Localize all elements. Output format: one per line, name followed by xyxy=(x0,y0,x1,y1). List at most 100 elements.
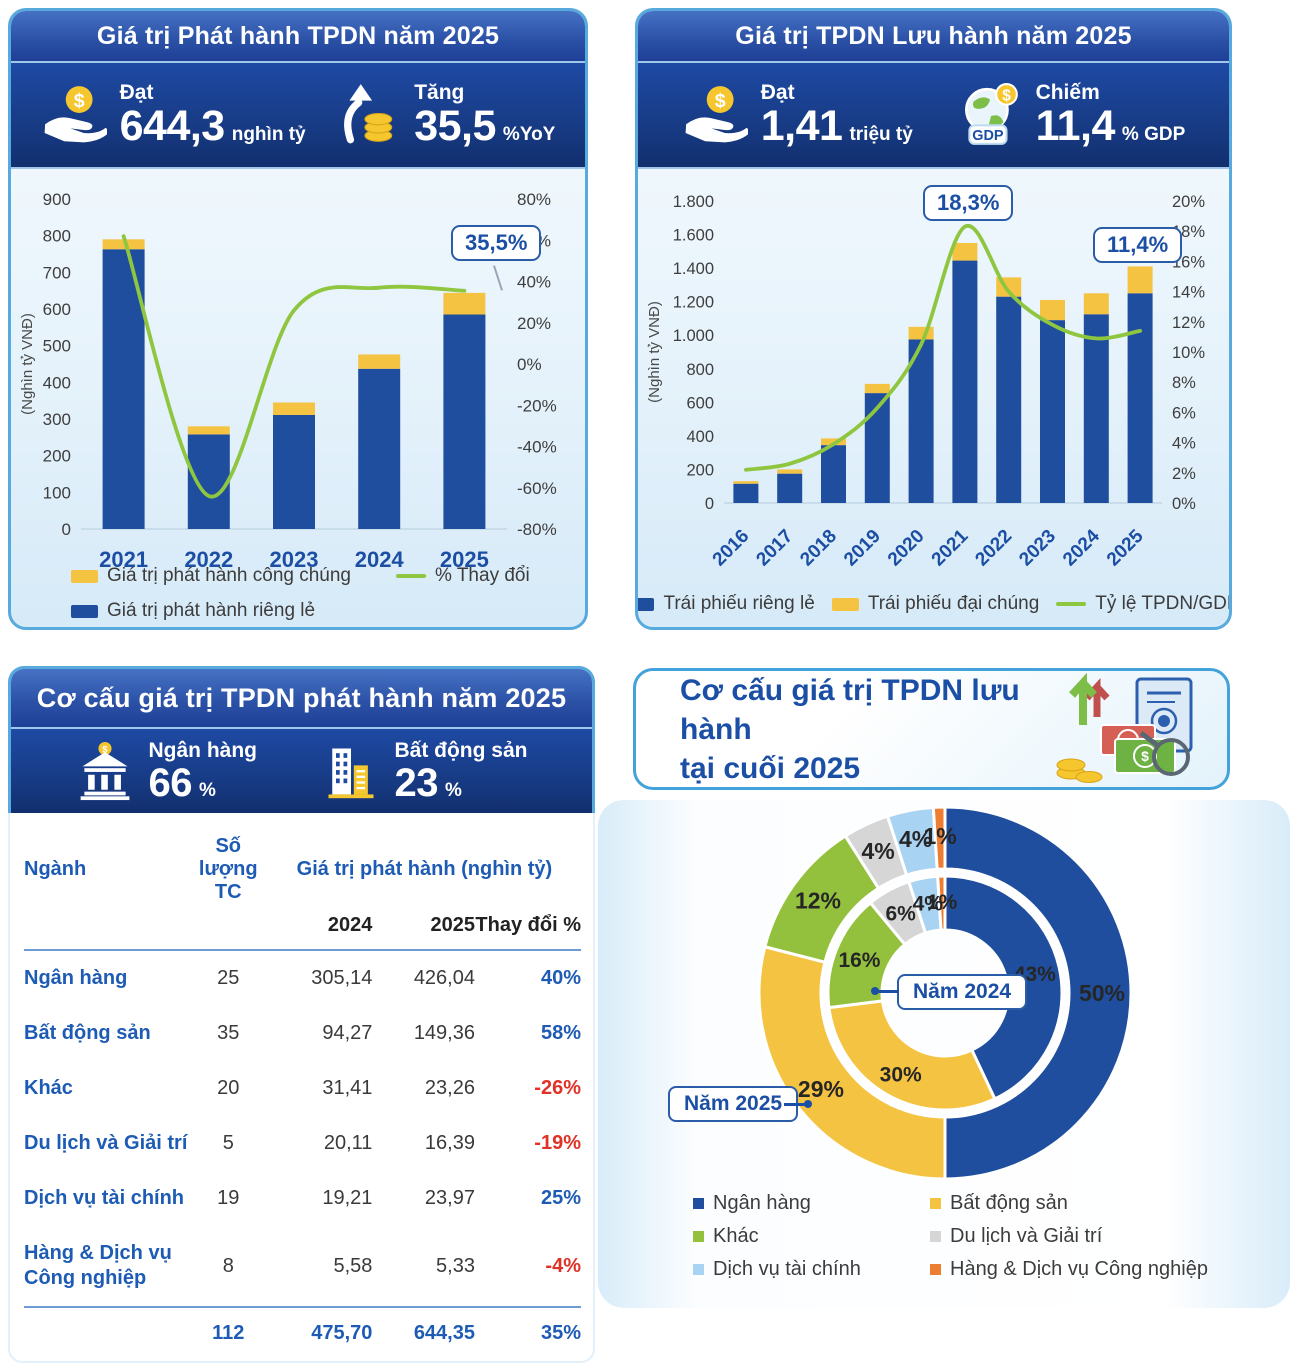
legend-item: Dịch vụ tài chính xyxy=(693,1258,930,1281)
hand-coin-icon: $ xyxy=(41,82,111,148)
svg-text:0: 0 xyxy=(62,520,71,539)
svg-text:0%: 0% xyxy=(1172,495,1196,513)
slice-label: 16% xyxy=(838,949,880,972)
svg-text:1.200: 1.200 xyxy=(673,294,714,312)
panel-issuance: Giá trị Phát hành TPDN năm 2025 $ Đạt 64… xyxy=(8,8,588,630)
value-2024: 94,27 xyxy=(322,1022,373,1044)
category-label: 2017 xyxy=(752,526,797,571)
category-label: 2020 xyxy=(884,526,929,571)
panel-issuance-stats: $ Đạt 644,3 nghìn tỷ Tăng xyxy=(11,63,585,169)
sector-name: Khác xyxy=(24,1077,73,1099)
value-2024: 19,21 xyxy=(322,1187,373,1209)
svg-text:500: 500 xyxy=(43,337,71,356)
panel-outstanding: Giá trị TPDN Lưu hành năm 2025 $ Đạt 1,4… xyxy=(635,8,1232,630)
total-2024: 475,70 xyxy=(267,1306,373,1357)
change-percent: 40% xyxy=(540,967,581,989)
hand-coin-icon: $ xyxy=(682,82,752,148)
category-label: 2025 xyxy=(1103,525,1148,570)
value-2025: 16,39 xyxy=(424,1132,475,1154)
callout-nam-2024: Năm 2024 xyxy=(897,974,1028,1010)
change-percent: -4% xyxy=(545,1254,581,1277)
category-label: 2022 xyxy=(184,547,233,572)
svg-text:0%: 0% xyxy=(517,355,542,374)
stat-value: 644,3 nghìn tỷ xyxy=(119,102,306,151)
slice-label: 30% xyxy=(880,1064,922,1087)
svg-text:10%: 10% xyxy=(1172,344,1205,362)
category-label: 2023 xyxy=(270,547,319,572)
legend-swatch xyxy=(71,569,98,583)
globe-gdp-icon: $ GDP xyxy=(957,82,1023,148)
donut-chart: 50%29%12%4% 4%1%43%30%16%6%4%1% xyxy=(757,805,1133,1181)
legend-item: Hàng & Dịch vụ Công nghiệp xyxy=(930,1258,1208,1281)
svg-text:700: 700 xyxy=(43,263,71,282)
issuance-combo-chart: 900800700600500400300200100080%60%40%20%… xyxy=(19,190,557,572)
sector-name: Ngân hàng xyxy=(24,967,128,989)
callout-gdp-2025: 11,4% xyxy=(1093,227,1183,263)
sector-name: Bất động sản xyxy=(24,1022,151,1044)
col-header-group: Giá trị phát hành (nghìn tỷ) xyxy=(296,858,553,880)
legend-swatch xyxy=(71,604,98,618)
panel-structure-title: Cơ cấu giá trị TPDN phát hành năm 2025 xyxy=(11,669,592,729)
category-label: 2016 xyxy=(709,526,754,571)
outstanding-chart-area: 1.800 1.600 1.400 1.200 1.000 800 600 400 200 0 20… xyxy=(638,169,1229,627)
legend-square xyxy=(693,1264,704,1275)
category-label: 2023 xyxy=(1015,526,1060,571)
svg-text:14%: 14% xyxy=(1172,284,1205,302)
svg-text:600: 600 xyxy=(686,394,714,412)
stat-ngan-hang: $ Ngân hàng 66% xyxy=(75,739,257,804)
money-documents-icon: $ xyxy=(1049,672,1209,785)
change-percent: -19% xyxy=(534,1132,581,1154)
svg-text:1.800: 1.800 xyxy=(673,193,714,211)
bars xyxy=(733,242,1153,503)
svg-text:-40%: -40% xyxy=(517,438,557,457)
structure-header: Cơ cấu giá trị TPDN phát hành năm 2025 $ xyxy=(8,666,595,813)
svg-text:100: 100 xyxy=(43,483,71,502)
callout-nam-2025: Năm 2025 xyxy=(668,1086,799,1122)
ring-Năm 2025: 50%29%12%4% 4%1% xyxy=(757,805,1133,1181)
panel-donut: Cơ cấu giá trị TPDN lưu hành tại cuối 20… xyxy=(598,666,1290,1308)
svg-text:40%: 40% xyxy=(517,273,551,292)
bars xyxy=(102,239,486,529)
svg-text:-20%: -20% xyxy=(517,396,557,415)
col-header-2025: 2025 xyxy=(372,904,475,951)
svg-text:20%: 20% xyxy=(1172,193,1205,211)
y-axis-title: (Nghìn tỷ VNĐ) xyxy=(19,313,36,415)
legend-square xyxy=(693,1198,704,1209)
legend-item: Trái phiếu riêng lẻ xyxy=(638,593,815,615)
outstanding-combo-chart: 1.800 1.600 1.400 1.200 1.000 800 600 400 200 0 20… xyxy=(646,193,1205,571)
value-2025: 149,36 xyxy=(413,1022,475,1044)
stat-value: 11,4% GDP xyxy=(1035,102,1186,151)
value-2025: 23,26 xyxy=(424,1077,475,1099)
stat-chiem: $ GDP Chiếm 11,4% GDP xyxy=(957,81,1186,151)
slice-label: 50% xyxy=(1079,980,1125,1006)
stat-dat: $ Đạt 1,41 triệu tỷ xyxy=(682,81,913,149)
slice-label: 4% xyxy=(913,893,944,916)
panel-structure: Cơ cấu giá trị TPDN phát hành năm 2025 $ xyxy=(8,666,595,1363)
table-total-row: 112 475,70 644,35 35% xyxy=(24,1306,581,1357)
value-2025: 5,33 xyxy=(436,1254,475,1277)
svg-text:200: 200 xyxy=(686,461,714,479)
stat-value: 35,5 %YoY xyxy=(414,102,556,151)
donut-legend: Ngân hàng Bất động sản Khác Du lịch và G… xyxy=(693,1192,1208,1281)
panel-outstanding-title: Giá trị TPDN Lưu hành năm 2025 xyxy=(638,11,1229,63)
svg-text:1.400: 1.400 xyxy=(673,260,714,278)
svg-text:600: 600 xyxy=(43,300,71,319)
stat-value: 66% xyxy=(148,760,216,805)
callout-gdp-2021: 18,3% xyxy=(923,185,1014,221)
slice-label: 4% xyxy=(899,826,932,852)
axis-ticks: 900800700600500400300200100080%60%40%20%… xyxy=(43,190,557,539)
slice-label: 12% xyxy=(795,888,841,914)
issuance-legend: Giá trị phát hành công chúng % Thay đổi … xyxy=(71,565,530,622)
bank-icon: $ xyxy=(75,741,135,801)
stat-label: Đạt xyxy=(119,81,154,104)
callout-2025-lead xyxy=(784,1100,812,1108)
col-header-2024: 2024 xyxy=(267,904,373,951)
category-label: 2024 xyxy=(1059,525,1104,570)
org-count: 5 xyxy=(222,1132,234,1154)
svg-text:$: $ xyxy=(73,90,84,112)
category-label: 2025 xyxy=(440,547,489,572)
stat-tang: Tăng 35,5 %YoY xyxy=(335,81,555,149)
category-label: 2021 xyxy=(928,525,973,570)
legend-item: Bất động sản xyxy=(930,1192,1208,1215)
category-label: 2021 xyxy=(99,547,148,572)
